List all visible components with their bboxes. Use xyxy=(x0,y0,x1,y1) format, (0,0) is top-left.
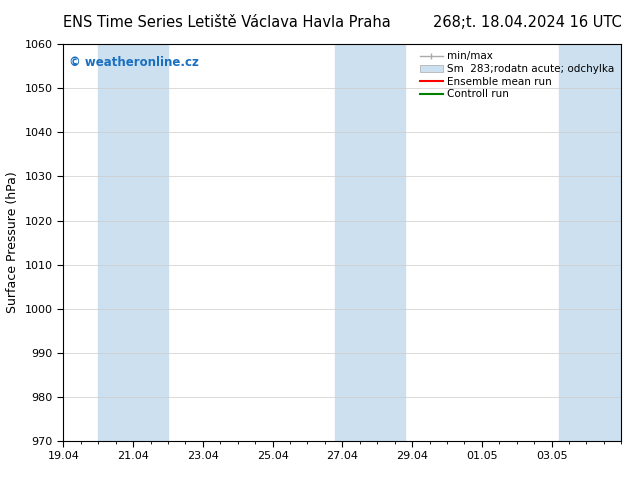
Text: © weatheronline.cz: © weatheronline.cz xyxy=(69,56,199,69)
Bar xyxy=(335,44,405,441)
Bar xyxy=(98,44,168,441)
Y-axis label: Surface Pressure (hPa): Surface Pressure (hPa) xyxy=(6,172,19,314)
Legend: min/max, Sm  283;rodatn acute; odchylka, Ensemble mean run, Controll run: min/max, Sm 283;rodatn acute; odchylka, … xyxy=(418,49,616,101)
Text: ENS Time Series Letiště Václava Havla Praha: ENS Time Series Letiště Václava Havla Pr… xyxy=(63,15,391,30)
Bar xyxy=(559,44,621,441)
Text: 268;t. 18.04.2024 16 UTC: 268;t. 18.04.2024 16 UTC xyxy=(432,15,621,30)
